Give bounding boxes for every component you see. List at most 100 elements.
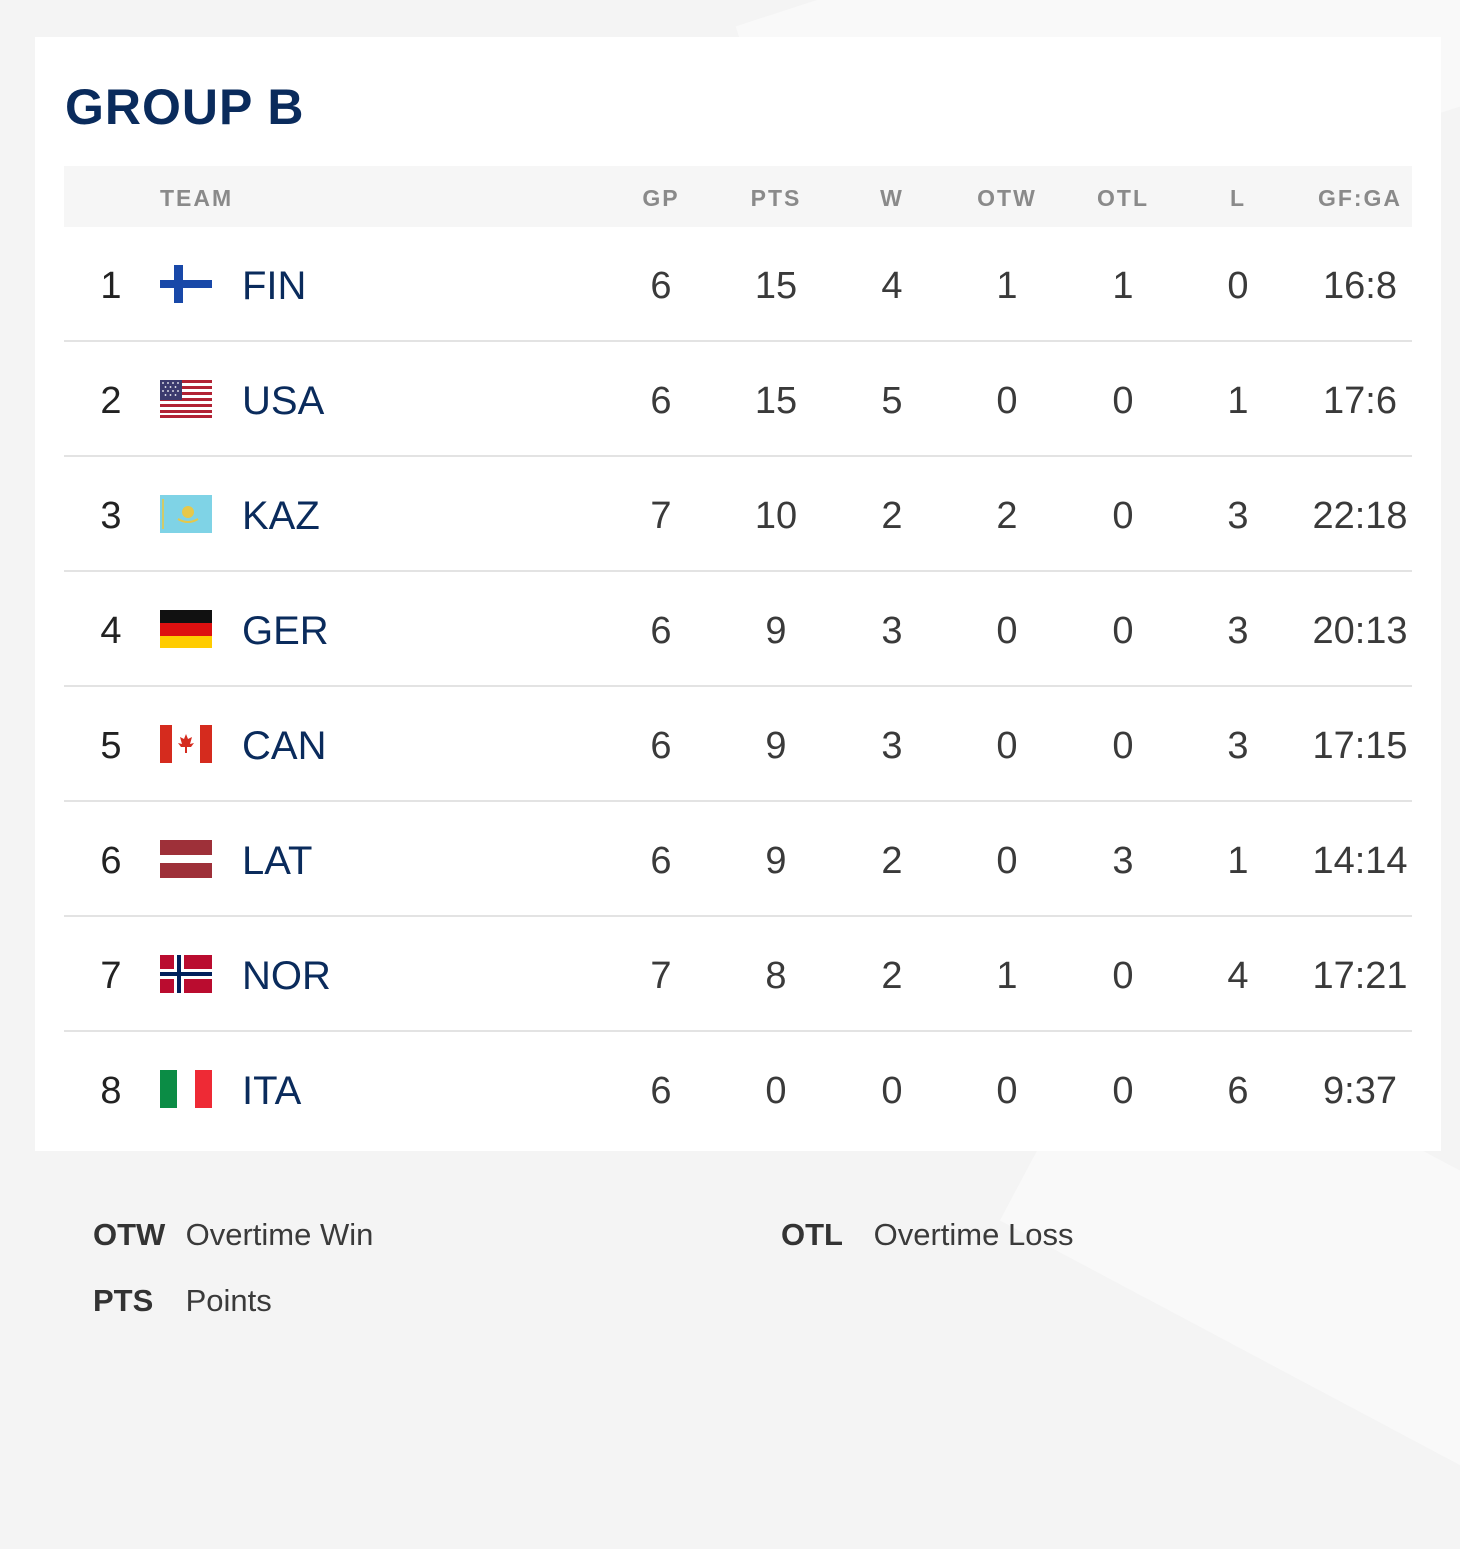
table-row[interactable]: 1 FIN 6 15 4 1 1 0 16:8 (64, 227, 1412, 342)
pts-value: 8 (765, 955, 787, 997)
w-value: 2 (881, 955, 903, 997)
gfga-value: 22:18 (1312, 495, 1408, 537)
table-row[interactable]: 8 ITA 6 0 0 0 0 6 9:37 (64, 1032, 1412, 1147)
column-header-gp: GP (642, 185, 680, 211)
team-code[interactable]: GER (242, 609, 329, 653)
pts-value: 9 (765, 725, 787, 767)
rank: 8 (100, 1070, 122, 1112)
canada-flag-icon (160, 725, 212, 763)
standings-card: GROUP B TEAM GP PTS W OTW OTL L GF:GA 1 … (35, 37, 1441, 1151)
finland-flag-icon (160, 265, 212, 303)
l-value: 3 (1227, 610, 1249, 652)
l-value: 0 (1227, 265, 1249, 307)
pts-value: 15 (754, 380, 798, 422)
gp-value: 6 (650, 610, 672, 652)
team-code[interactable]: LAT (242, 839, 313, 883)
otw-value: 0 (996, 380, 1018, 422)
otw-value: 2 (996, 495, 1018, 537)
column-header-otl: OTL (1097, 185, 1149, 211)
italy-flag-icon (160, 1070, 212, 1108)
gfga-value: 17:21 (1312, 955, 1408, 997)
otw-value: 1 (996, 955, 1018, 997)
l-value: 6 (1227, 1070, 1249, 1112)
l-value: 1 (1227, 380, 1249, 422)
otl-value: 0 (1112, 725, 1134, 767)
team-code[interactable]: CAN (242, 724, 327, 768)
table-row[interactable]: 2 USA 6 15 5 (64, 342, 1412, 457)
legend-desc: Overtime Win (185, 1217, 374, 1252)
group-title: GROUP B (65, 79, 305, 135)
standings-table: TEAM GP PTS W OTW OTL L GF:GA 1 FIN 6 15… (64, 166, 1412, 1147)
gfga-value: 17:6 (1323, 380, 1397, 422)
gp-value: 6 (650, 840, 672, 882)
rank: 2 (100, 380, 122, 422)
w-value: 3 (881, 610, 903, 652)
usa-flag-icon (160, 380, 212, 418)
legend-item-otw: OTW Overtime Win (93, 1215, 373, 1255)
gp-value: 7 (650, 495, 672, 537)
otl-value: 0 (1112, 955, 1134, 997)
gfga-value: 20:13 (1312, 610, 1408, 652)
gfga-value: 17:15 (1312, 725, 1408, 767)
gfga-value: 9:37 (1323, 1070, 1397, 1112)
germany-flag-icon (160, 610, 212, 648)
otw-value: 1 (996, 265, 1018, 307)
column-header-w: W (880, 185, 904, 211)
w-value: 2 (881, 840, 903, 882)
column-header-gfga: GF:GA (1317, 185, 1403, 211)
otl-value: 0 (1112, 610, 1134, 652)
table-row[interactable]: 4 GER 6 9 3 0 0 3 20:13 (64, 572, 1412, 687)
otl-value: 0 (1112, 495, 1134, 537)
norway-flag-icon (160, 955, 212, 993)
l-value: 4 (1227, 955, 1249, 997)
w-value: 0 (881, 1070, 903, 1112)
rank: 5 (100, 725, 122, 767)
rank: 1 (100, 265, 122, 307)
legend-abbr: OTW (93, 1217, 166, 1252)
otw-value: 0 (996, 725, 1018, 767)
legend-desc: Overtime Loss (873, 1217, 1074, 1252)
rank: 4 (100, 610, 122, 652)
column-header-l: L (1229, 185, 1247, 211)
legend-desc: Points (185, 1283, 272, 1318)
column-header-team: TEAM (160, 185, 234, 211)
gp-value: 6 (650, 380, 672, 422)
column-header-otw: OTW (977, 185, 1037, 211)
pts-value: 15 (754, 265, 798, 307)
table-row[interactable]: 7 NOR 7 8 2 1 0 4 17:21 (64, 917, 1412, 1032)
team-code[interactable]: KAZ (242, 494, 320, 538)
table-header: TEAM GP PTS W OTW OTL L GF:GA (64, 166, 1412, 227)
otw-value: 0 (996, 610, 1018, 652)
w-value: 2 (881, 495, 903, 537)
otw-value: 0 (996, 840, 1018, 882)
legend-abbr: PTS (93, 1283, 154, 1318)
gp-value: 6 (650, 265, 672, 307)
team-code[interactable]: ITA (242, 1069, 302, 1113)
team-code[interactable]: NOR (242, 954, 331, 998)
table-row[interactable]: 6 LAT 6 9 2 0 3 1 14:14 (64, 802, 1412, 917)
table-row[interactable]: 5 CAN 6 9 3 0 0 3 17:15 (64, 687, 1412, 802)
gfga-value: 16:8 (1323, 265, 1397, 307)
legend-item-pts: PTS Points (93, 1281, 272, 1321)
rank: 3 (100, 495, 122, 537)
l-value: 3 (1227, 725, 1249, 767)
l-value: 1 (1227, 840, 1249, 882)
w-value: 3 (881, 725, 903, 767)
team-code[interactable]: FIN (242, 264, 307, 308)
pts-value: 0 (765, 1070, 787, 1112)
otw-value: 0 (996, 1070, 1018, 1112)
gp-value: 7 (650, 955, 672, 997)
gp-value: 6 (650, 1070, 672, 1112)
otl-value: 0 (1112, 380, 1134, 422)
gfga-value: 14:14 (1312, 840, 1408, 882)
w-value: 5 (881, 380, 903, 422)
otl-value: 0 (1112, 1070, 1134, 1112)
pts-value: 9 (765, 610, 787, 652)
l-value: 3 (1227, 495, 1249, 537)
table-row[interactable]: 3 KAZ 7 10 2 2 0 3 22:18 (64, 457, 1412, 572)
rank: 6 (100, 840, 122, 882)
otl-value: 3 (1112, 840, 1134, 882)
team-code[interactable]: USA (242, 379, 325, 423)
latvia-flag-icon (160, 840, 212, 878)
legend-abbr: OTL (781, 1217, 843, 1252)
